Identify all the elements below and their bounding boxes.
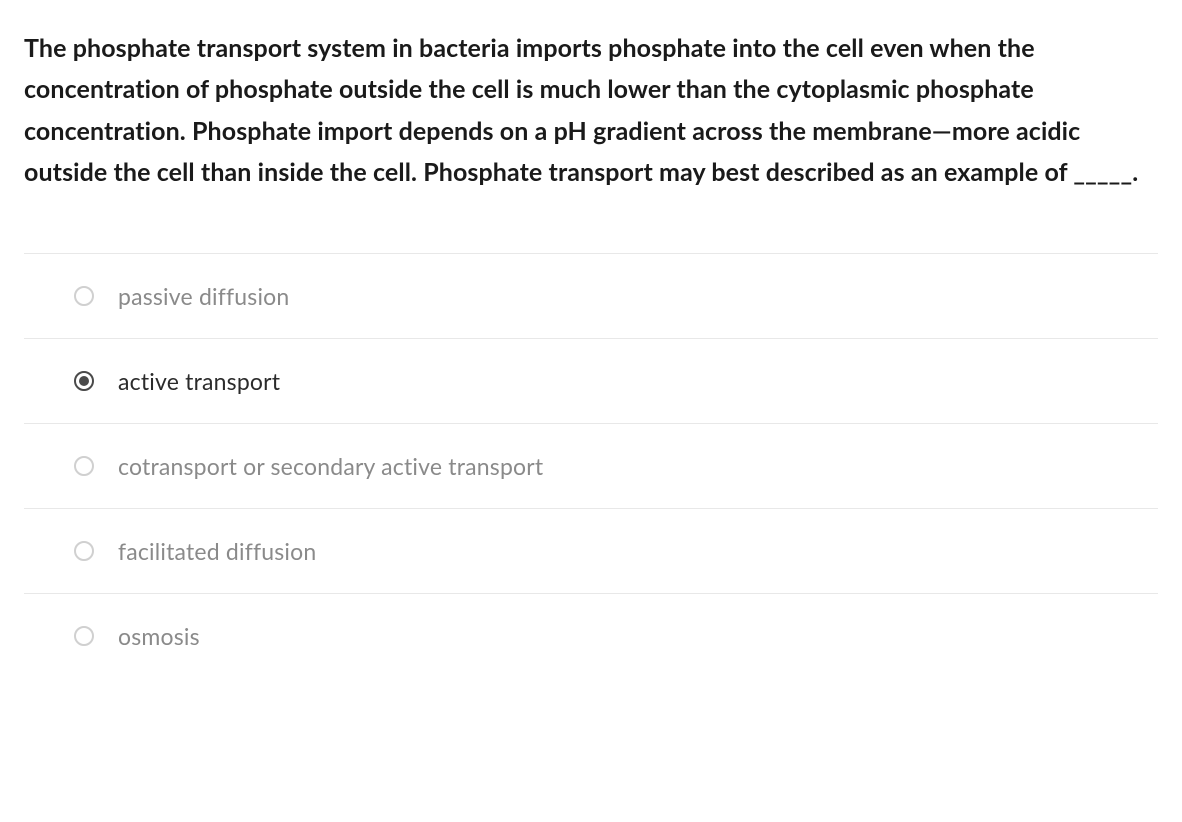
radio-icon[interactable] (74, 371, 94, 391)
option-row-active-transport[interactable]: active transport (24, 339, 1158, 424)
options-list: passive diffusion active transport cotra… (24, 253, 1158, 678)
question-text: The phosphate transport system in bacter… (24, 28, 1158, 193)
radio-icon[interactable] (74, 541, 94, 561)
option-row-osmosis[interactable]: osmosis (24, 594, 1158, 678)
radio-icon[interactable] (74, 626, 94, 646)
option-label: osmosis (118, 622, 200, 650)
option-row-passive-diffusion[interactable]: passive diffusion (24, 254, 1158, 339)
option-label: active transport (118, 367, 280, 395)
option-label: passive diffusion (118, 282, 289, 310)
radio-icon[interactable] (74, 456, 94, 476)
option-label: facilitated diffusion (118, 537, 316, 565)
radio-icon[interactable] (74, 286, 94, 306)
option-label: cotransport or secondary active transpor… (118, 452, 543, 480)
option-row-facilitated-diffusion[interactable]: facilitated diffusion (24, 509, 1158, 594)
option-row-cotransport[interactable]: cotransport or secondary active transpor… (24, 424, 1158, 509)
